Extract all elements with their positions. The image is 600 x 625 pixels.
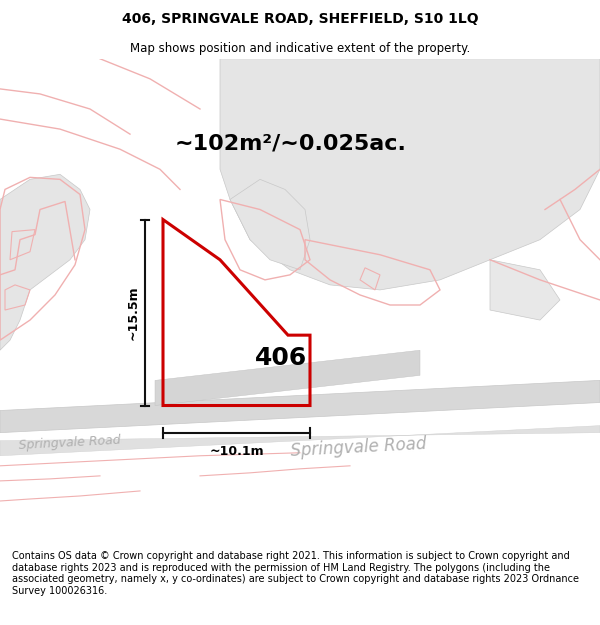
Polygon shape: [220, 59, 600, 290]
Text: Map shows position and indicative extent of the property.: Map shows position and indicative extent…: [130, 42, 470, 55]
Text: Springvale Road: Springvale Road: [290, 435, 427, 460]
Polygon shape: [155, 350, 420, 406]
Polygon shape: [0, 174, 90, 350]
Text: 406, SPRINGVALE ROAD, SHEFFIELD, S10 1LQ: 406, SPRINGVALE ROAD, SHEFFIELD, S10 1LQ: [122, 12, 478, 26]
Polygon shape: [0, 381, 600, 432]
Text: ~10.1m: ~10.1m: [209, 445, 264, 458]
Text: ~102m²/~0.025ac.: ~102m²/~0.025ac.: [175, 133, 407, 153]
Polygon shape: [0, 426, 600, 456]
Polygon shape: [230, 179, 310, 270]
Polygon shape: [490, 260, 560, 320]
Text: ~15.5m: ~15.5m: [127, 285, 139, 340]
Text: 406: 406: [255, 346, 307, 370]
Text: Springvale Road: Springvale Road: [18, 434, 121, 452]
Text: Contains OS data © Crown copyright and database right 2021. This information is : Contains OS data © Crown copyright and d…: [12, 551, 579, 596]
